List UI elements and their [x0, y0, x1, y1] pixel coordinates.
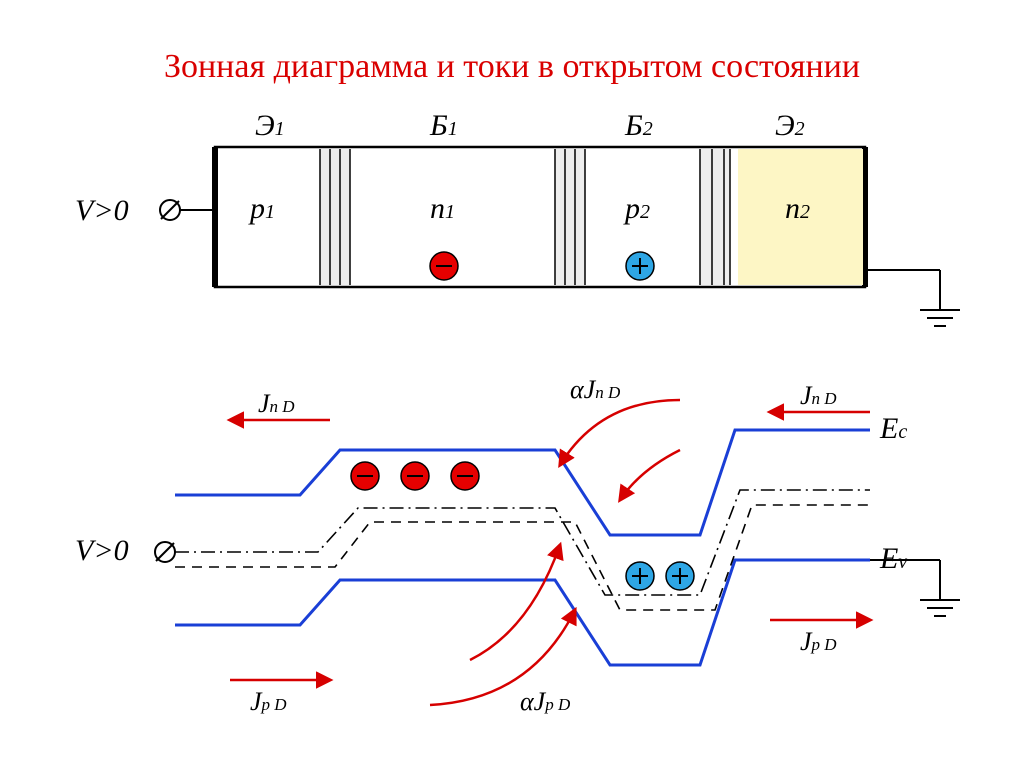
svg-text:V>0: V>0: [75, 194, 129, 227]
diagram-svg: Э1 Б1 Б2 Э2 p1 n1 p2 n2 V>0: [0, 0, 1024, 767]
svg-text:Э2: Э2: [775, 109, 805, 142]
ev-line: [175, 560, 870, 665]
band-electrons: [351, 462, 479, 490]
depletion-2: [555, 149, 585, 285]
hole-icon: [626, 252, 654, 280]
svg-text:Б1: Б1: [429, 109, 458, 142]
depletion-3: [700, 149, 730, 285]
svg-text:Jn D: Jn D: [258, 389, 295, 418]
svg-text:Ev: Ev: [879, 542, 907, 575]
svg-text:V>0: V>0: [75, 534, 129, 567]
svg-text:αJn D: αJn D: [570, 375, 621, 404]
left-terminal: V>0: [75, 194, 212, 227]
svg-text:Ec: Ec: [879, 412, 907, 445]
band-diagram: Ec Ev V>0: [75, 375, 960, 716]
svg-text:Jn D: Jn D: [800, 381, 837, 410]
right-ground: [868, 270, 960, 326]
svg-text:αJp D: αJp D: [520, 687, 571, 716]
depletion-1: [320, 149, 350, 285]
electron-icon: [430, 252, 458, 280]
svg-text:Э1: Э1: [255, 109, 285, 142]
band-holes: [626, 562, 694, 590]
svg-text:Jp D: Jp D: [250, 687, 287, 716]
ec-line: [175, 430, 870, 535]
svg-text:Jp D: Jp D: [800, 627, 837, 656]
thyristor-structure: Э1 Б1 Б2 Э2 p1 n1 p2 n2 V>0: [75, 109, 960, 326]
svg-text:Б2: Б2: [624, 109, 653, 142]
band-left-terminal: V>0: [75, 534, 175, 567]
